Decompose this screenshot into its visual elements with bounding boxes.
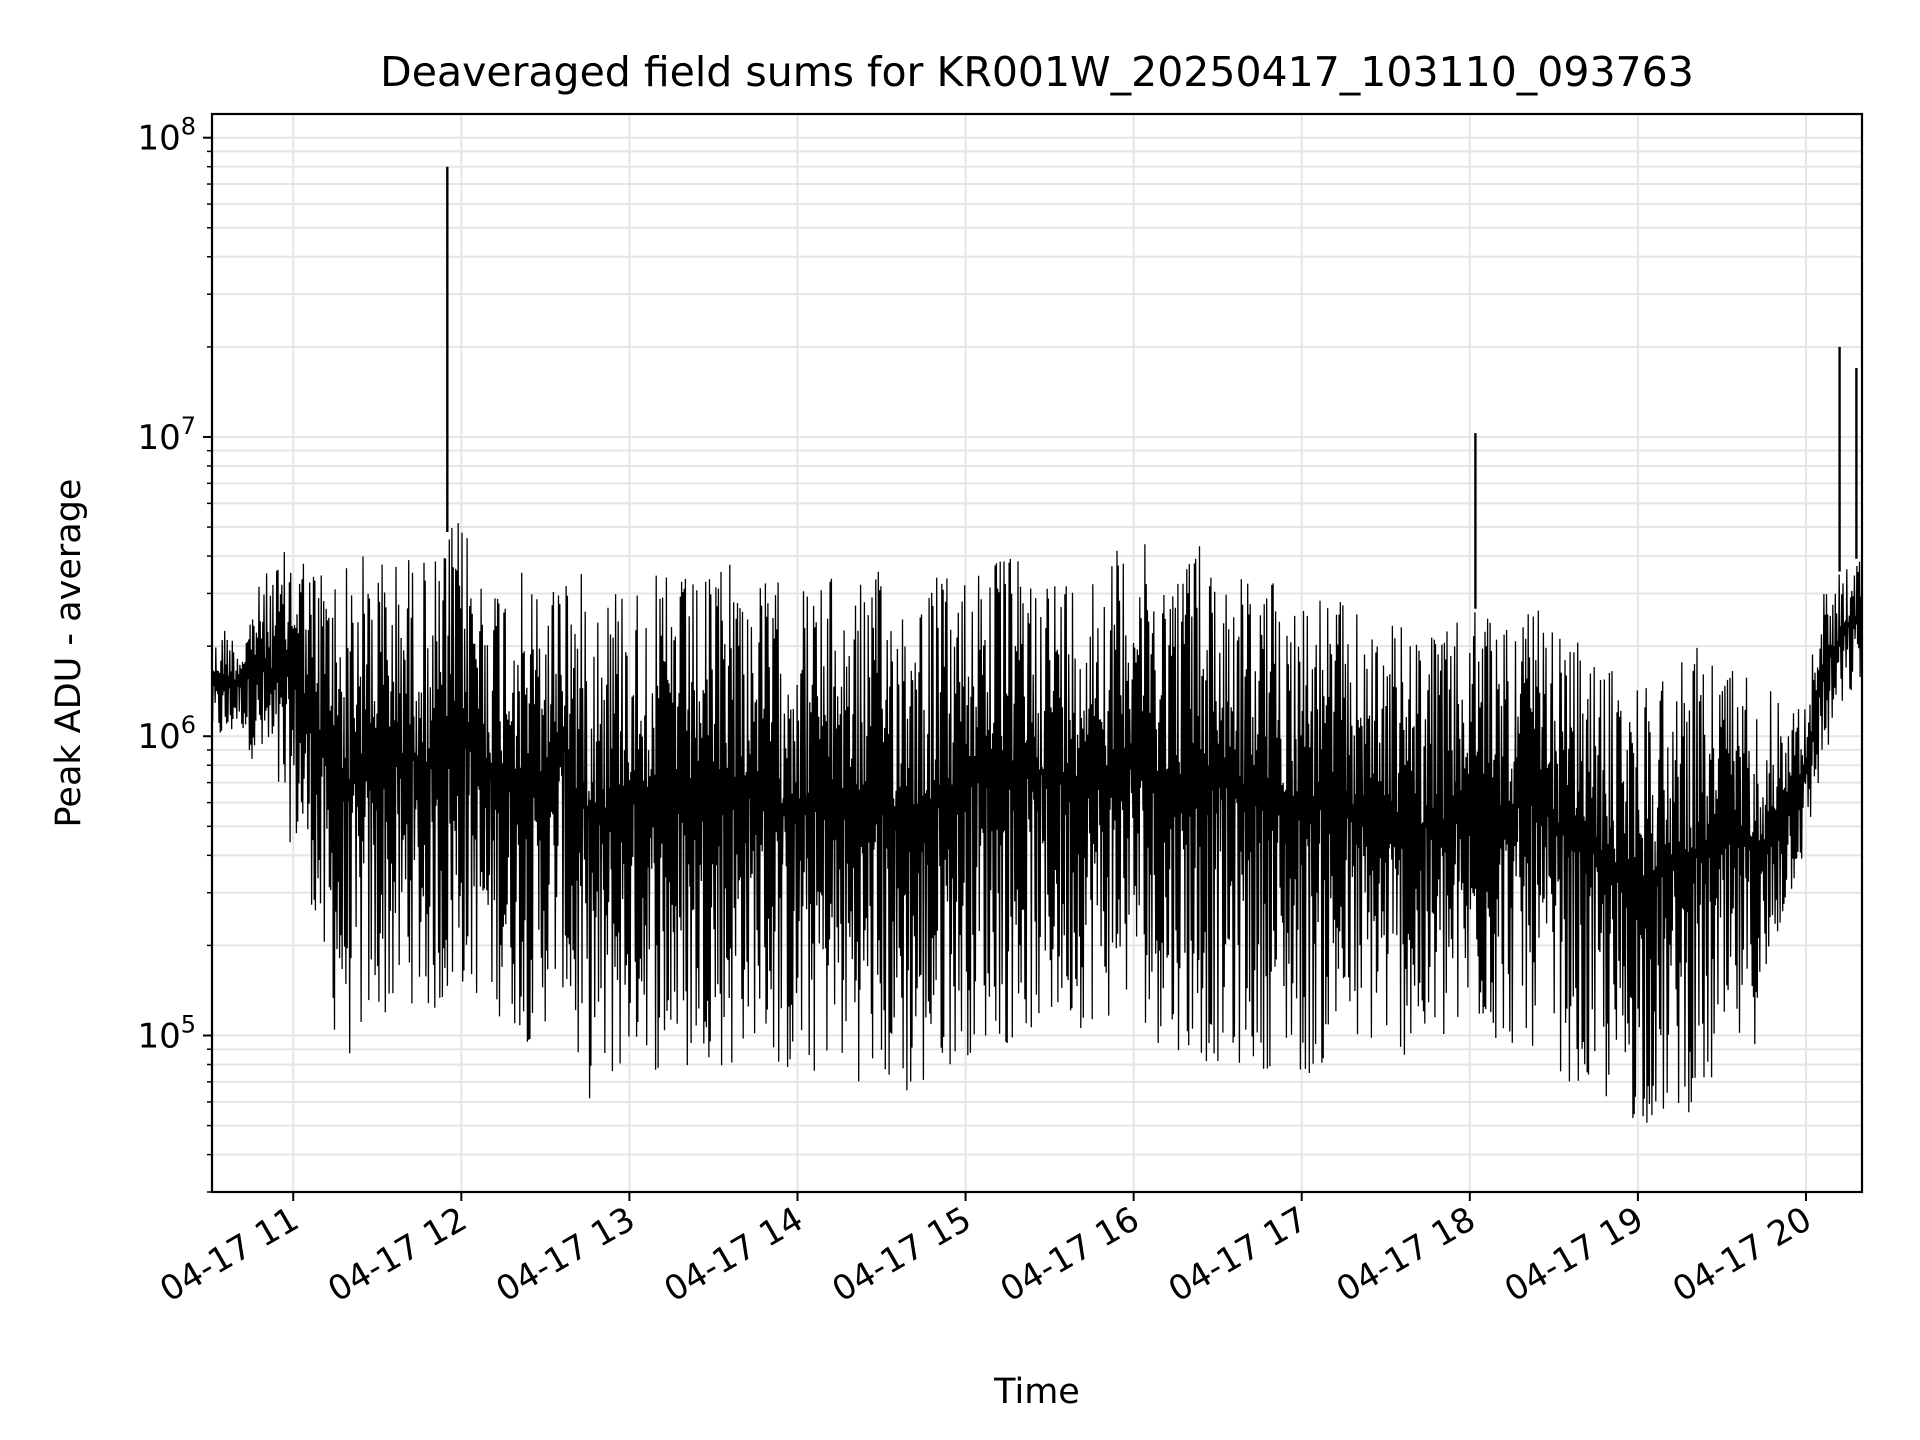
y-tick-label-base: 10 [137, 119, 180, 159]
y-tick-label-exponent: 6 [181, 711, 196, 739]
plot-frame [210, 112, 1864, 1194]
y-tick-label-base: 10 [137, 418, 180, 458]
y-tick-label: 107 [137, 412, 196, 458]
chart-title: Deaveraged field sums for KR001W_2025041… [380, 48, 1694, 96]
series-group [211, 166, 1863, 1123]
y-tick-label-exponent: 8 [181, 113, 196, 141]
series-line [211, 523, 1863, 1123]
y-tick-label: 106 [137, 711, 196, 757]
y-tick-label-base: 10 [137, 717, 180, 757]
y-tick-label-exponent: 5 [181, 1011, 196, 1039]
y-tick-label-exponent: 7 [181, 412, 196, 440]
x-axis-label: Time [993, 1372, 1080, 1412]
y-axis-label: Peak ADU - average [49, 479, 89, 828]
y-tick-label: 108 [137, 113, 196, 159]
y-tick-label: 105 [137, 1011, 196, 1057]
y-tick-label-base: 10 [137, 1017, 180, 1057]
